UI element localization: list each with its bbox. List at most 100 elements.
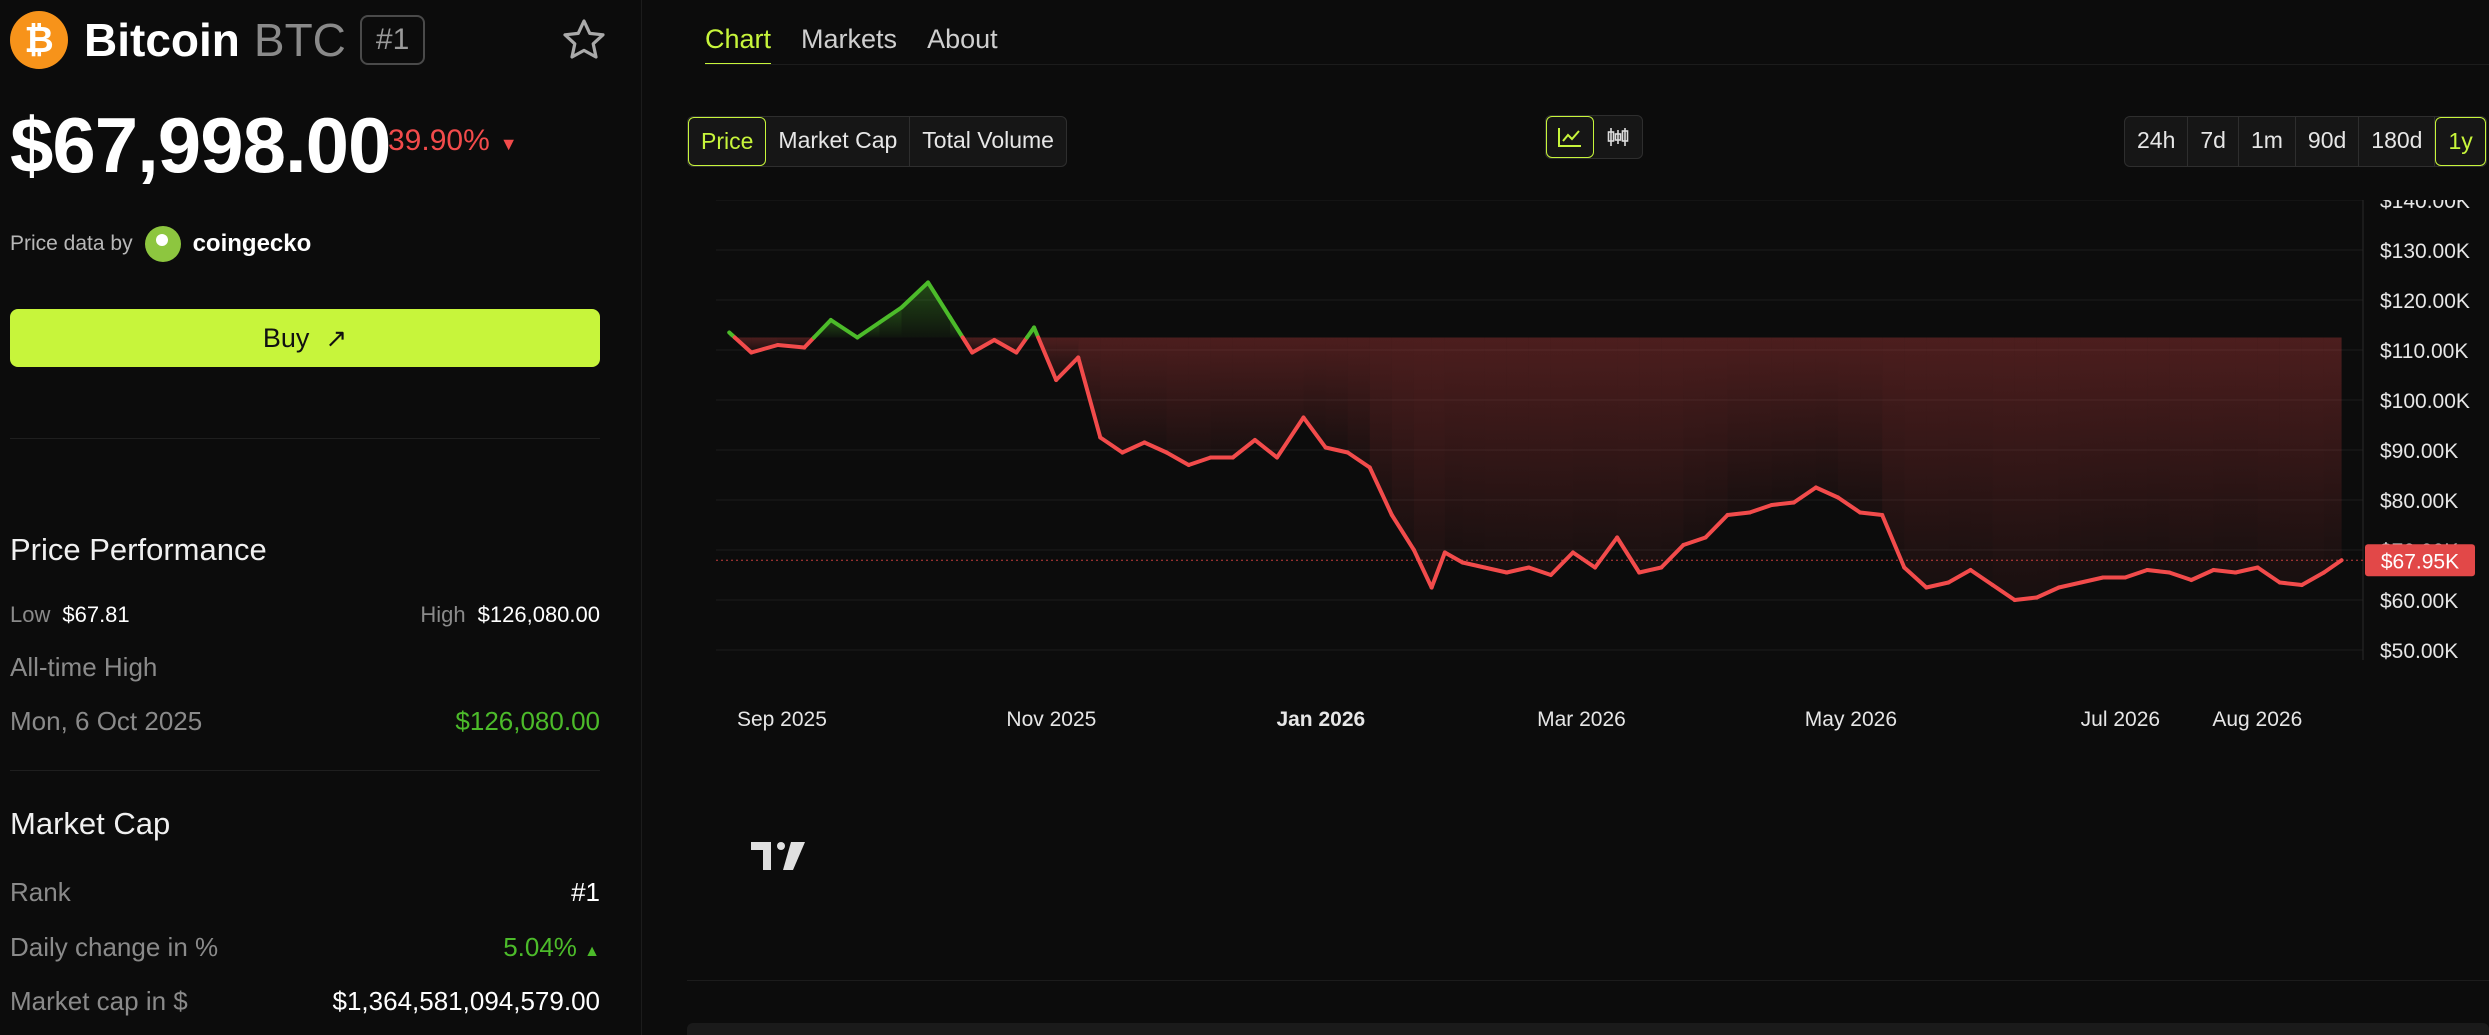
- range-24h[interactable]: 24h: [2125, 117, 2189, 166]
- range-90d[interactable]: 90d: [2296, 117, 2360, 166]
- line-segment-down: [2034, 585, 2061, 600]
- price-data-source: Price data by coingecko: [10, 226, 311, 262]
- y-tick-label: $140.00K: [2380, 200, 2470, 213]
- area-fill-down: [1254, 337, 1278, 458]
- area-fill-down: [2257, 337, 2280, 583]
- metric-market-cap[interactable]: Market Cap: [766, 117, 911, 166]
- area-fill-down: [1462, 337, 1485, 568]
- line-chart-button[interactable]: [1546, 116, 1594, 158]
- line-segment-down: [1813, 485, 1841, 500]
- divider: [10, 770, 600, 771]
- range-7d[interactable]: 7d: [2188, 117, 2239, 166]
- line-segment-down: [2056, 580, 2083, 590]
- line-segment-down: [1659, 543, 1686, 570]
- star-icon[interactable]: [560, 16, 608, 64]
- area-fill-down: [1793, 337, 1816, 503]
- tabs-divider: [705, 64, 2489, 65]
- area-fill-down: [1506, 337, 1529, 573]
- line-segment-down: [1880, 513, 1907, 570]
- area-fill-down: [1639, 337, 1662, 573]
- area-fill-down: [2191, 337, 2214, 580]
- main-tabs: Chart Markets About: [705, 24, 998, 65]
- area-fill-down: [2014, 337, 2037, 600]
- down-arrow-icon: ▼: [499, 134, 518, 154]
- area-fill-down: [1595, 337, 1618, 568]
- rank-value: #1: [571, 877, 600, 907]
- line-segment-down: [1014, 335, 1029, 355]
- area-fill-up: [950, 317, 963, 338]
- line-segment-down: [1345, 450, 1372, 470]
- line-segment-down: [2321, 558, 2344, 575]
- area-fill-down: [2147, 337, 2170, 573]
- area-fill-down: [1970, 337, 1993, 585]
- area-fill-down: [1122, 337, 1145, 453]
- line-segment-down: [2277, 580, 2304, 587]
- x-tick-label: Aug 2026: [2212, 708, 2302, 731]
- line-segment-down: [1460, 560, 1487, 570]
- area-fill-down: [1038, 337, 1057, 380]
- line-segment-down: [1301, 415, 1328, 450]
- range-1m[interactable]: 1m: [2239, 117, 2296, 166]
- y-tick-label: $90.00K: [2380, 440, 2458, 463]
- line-segment-down: [732, 335, 754, 355]
- chart-panel: Chart Markets About Price Market Cap Tot…: [643, 0, 2489, 1035]
- range-180d[interactable]: 180d: [2359, 117, 2436, 166]
- line-segment-down: [1164, 450, 1191, 467]
- chart-fills: [729, 282, 2342, 600]
- rank-row: Rank #1: [10, 877, 600, 908]
- line-segment-down: [1076, 355, 1103, 440]
- tradingview-logo-icon: [751, 842, 805, 870]
- area-fill-down: [1347, 337, 1370, 468]
- buy-button[interactable]: Buy ↗: [10, 309, 600, 367]
- tab-chart[interactable]: Chart: [705, 24, 772, 65]
- price-chart[interactable]: $50.00K$60.00K$70.00K$80.00K$90.00K$100.…: [643, 200, 2489, 980]
- line-segment-down: [2211, 568, 2238, 575]
- ath-label-row: All-time High: [10, 652, 600, 683]
- area-fill-down: [1325, 337, 1348, 453]
- line-segment-down: [2189, 568, 2216, 582]
- rank-badge: #1: [359, 15, 426, 65]
- area-fill-down: [1572, 337, 1596, 568]
- price-performance-title: Price Performance: [10, 532, 267, 567]
- ath-label: All-time High: [10, 652, 158, 682]
- lower-panel: [687, 1023, 2489, 1035]
- coin-header: ₿ Bitcoin BTC #1: [10, 10, 610, 70]
- area-fill-down: [2279, 337, 2302, 585]
- price-data-provider[interactable]: coingecko: [192, 230, 312, 257]
- area-fill-down: [1444, 337, 1463, 563]
- area-fill-down: [1166, 337, 1189, 465]
- line-segment-down: [1747, 503, 1774, 515]
- area-fill-down: [2301, 337, 2324, 585]
- y-tick-label: $120.00K: [2380, 290, 2470, 313]
- line-segment-down: [1098, 435, 1125, 455]
- line-segment-down: [1703, 513, 1730, 540]
- y-tick-label: $50.00K: [2380, 640, 2458, 663]
- range-1y[interactable]: 1y: [2435, 117, 2486, 166]
- line-segment-down: [1990, 583, 2017, 602]
- line-segment-down: [1791, 485, 1818, 505]
- price-change: 39.90% ▼: [388, 124, 518, 158]
- area-fill-down: [1144, 337, 1167, 453]
- line-segment-down: [1858, 510, 1885, 517]
- tab-markets[interactable]: Markets: [801, 24, 898, 54]
- area-fill-down: [1860, 337, 1883, 515]
- metric-price[interactable]: Price: [688, 117, 767, 166]
- area-fill-down: [1617, 337, 1640, 573]
- area-fill-up: [928, 282, 951, 338]
- ath-date: Mon, 6 Oct 2025: [10, 706, 203, 736]
- price-change-value: 39.90%: [388, 124, 490, 157]
- candlestick-button[interactable]: [1594, 116, 1642, 158]
- area-fill-down: [1749, 337, 1772, 513]
- area-fill-down: [1431, 337, 1445, 588]
- ath-value: $126,080.00: [455, 706, 600, 736]
- line-segment-down: [1548, 550, 1575, 577]
- arrow-up-right-icon: ↗: [325, 322, 348, 353]
- metric-total-volume[interactable]: Total Volume: [922, 127, 1054, 153]
- area-fill-down: [1369, 337, 1392, 515]
- line-segment-down: [1252, 438, 1280, 460]
- line-segment-down: [1275, 415, 1306, 460]
- tab-about[interactable]: About: [927, 24, 998, 54]
- line-segment-down: [1946, 568, 1973, 585]
- area-fill-down: [1484, 337, 1507, 573]
- line-segment-down: [1570, 550, 1598, 570]
